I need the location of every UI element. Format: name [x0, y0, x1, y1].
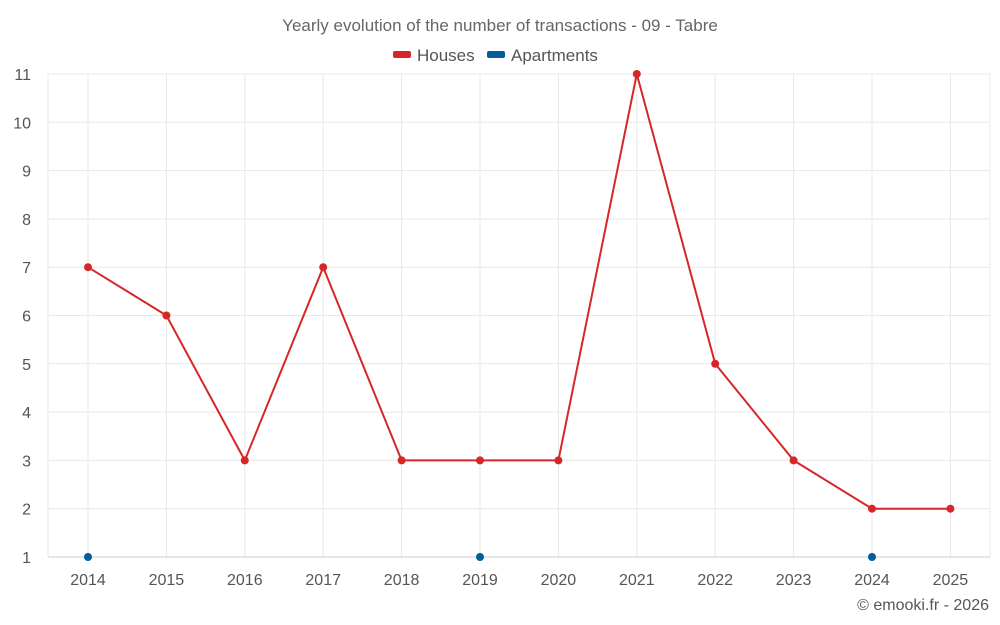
- series-line-houses: [87, 73, 951, 510]
- x-tick-label: 2015: [149, 572, 185, 589]
- legend[interactable]: Houses Apartments: [393, 46, 598, 65]
- y-tick-label: 8: [22, 212, 31, 229]
- data-point-houses[interactable]: [789, 456, 798, 465]
- chart-title: Yearly evolution of the number of transa…: [282, 16, 718, 35]
- x-tick-label: 2024: [854, 572, 890, 589]
- data-point-apartments[interactable]: [84, 553, 92, 561]
- data-point-houses[interactable]: [319, 263, 328, 272]
- y-tick-label: 10: [13, 115, 31, 132]
- grid: [47, 73, 991, 557]
- y-tick-label: 7: [22, 260, 31, 277]
- legend-swatch-houses: [393, 51, 411, 58]
- x-tick-label: 2017: [305, 572, 341, 589]
- y-tick-label: 4: [22, 405, 31, 422]
- data-point-houses[interactable]: [632, 70, 641, 78]
- legend-swatch-apartments: [487, 51, 505, 58]
- x-tick-label: 2025: [933, 572, 969, 589]
- data-point-houses[interactable]: [397, 456, 406, 465]
- legend-item-apartments[interactable]: Apartments: [487, 46, 598, 65]
- data-point-houses[interactable]: [711, 359, 720, 368]
- data-point-houses[interactable]: [476, 456, 484, 465]
- data-point-houses[interactable]: [162, 311, 171, 320]
- y-tick-label: 3: [22, 453, 31, 470]
- data-point-houses[interactable]: [84, 263, 92, 272]
- x-tick-label: 2019: [462, 572, 498, 589]
- legend-label-houses: Houses: [417, 46, 475, 65]
- data-point-apartments[interactable]: [476, 553, 484, 561]
- y-tick-label: 2: [22, 502, 31, 519]
- x-tick-label: 2018: [384, 572, 420, 589]
- data-point-houses[interactable]: [868, 504, 876, 513]
- data-point-houses[interactable]: [946, 504, 955, 513]
- y-tick-label: 11: [14, 67, 31, 84]
- axes: 1 2 3 4 5 6 7 8 9 10 11 2014 2015 2016 2017 2018 2019 202…: [13, 67, 990, 589]
- y-tick-label: 6: [22, 309, 31, 326]
- series: [84, 70, 955, 561]
- data-point-houses[interactable]: [240, 456, 249, 465]
- x-tick-label: 2021: [619, 572, 655, 589]
- data-point-apartments[interactable]: [868, 553, 876, 561]
- x-tick-label: 2023: [776, 572, 812, 589]
- y-tick-label: 9: [22, 164, 31, 181]
- legend-label-apartments: Apartments: [511, 46, 598, 65]
- data-point-houses[interactable]: [554, 456, 563, 465]
- y-tick-label: 1: [22, 550, 31, 567]
- x-tick-label: 2020: [541, 572, 577, 589]
- y-tick-label: 5: [22, 357, 31, 374]
- series-houses: [84, 70, 955, 513]
- x-tick-label: 2016: [227, 572, 263, 589]
- x-tick-label: 2022: [697, 572, 733, 589]
- credit-text: © emooki.fr - 2026: [857, 597, 989, 614]
- x-tick-label: 2014: [70, 572, 106, 589]
- series-apartments: [84, 553, 876, 561]
- legend-item-houses[interactable]: Houses: [393, 46, 475, 65]
